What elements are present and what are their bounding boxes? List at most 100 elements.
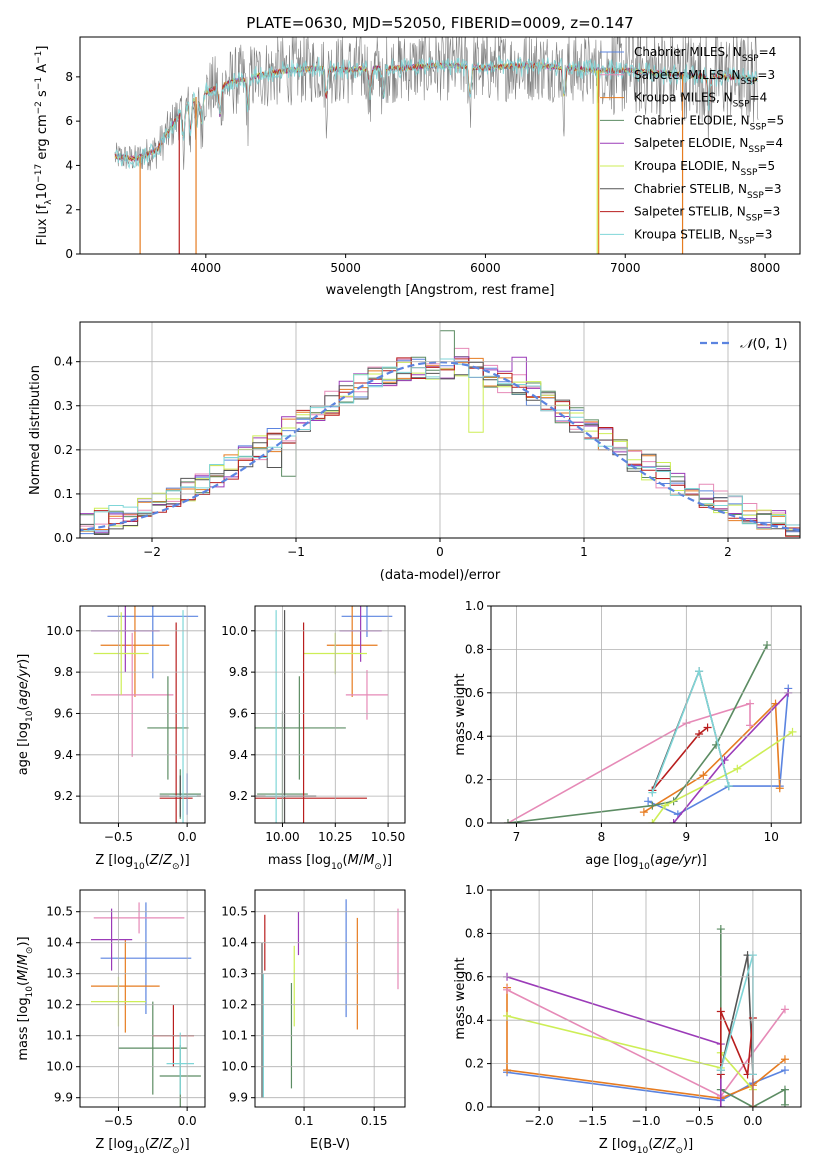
legend-entry: Kroupa ELODIE, NSSP=5 <box>634 159 775 178</box>
y-tick-label: 6 <box>65 114 73 128</box>
legend: Chabrier MILES, NSSP=4 Salpeter MILES, NS… <box>600 45 784 246</box>
marker <box>716 925 725 934</box>
panel-1-plot-area <box>114 37 759 254</box>
x-tick-label: −2 <box>143 545 161 559</box>
y-tick-label: 10.1 <box>221 1029 248 1043</box>
x-tick-label: 1 <box>580 545 588 559</box>
y-axis-label: age [log10(age/yr)] <box>16 654 35 776</box>
marker <box>780 1100 789 1107</box>
mass-weight-series <box>651 668 730 791</box>
mass-weight-series <box>507 702 751 823</box>
y-tick-label: 9.9 <box>54 1091 73 1105</box>
y-tick-label: 0.2 <box>465 773 484 787</box>
marker <box>775 784 784 793</box>
axes-frame <box>79 605 206 824</box>
x-tick-label: 0.15 <box>361 1114 388 1128</box>
marker <box>695 730 704 739</box>
y-tick-label: 9.8 <box>229 665 248 679</box>
marker <box>763 641 772 650</box>
mass-weight-series <box>643 701 781 813</box>
marker <box>503 1066 512 1075</box>
legend-entry: Kroupa MILES, NSSP=4 <box>634 91 767 110</box>
axes-frame <box>79 36 801 255</box>
y-tick-label: 0.2 <box>54 443 73 457</box>
marker <box>716 1103 725 1107</box>
y-tick-label: 9.4 <box>229 748 248 762</box>
y-tick-label: 0.6 <box>465 686 484 700</box>
y-tick-label: 9.2 <box>229 789 248 803</box>
y-tick-label: 0.0 <box>54 531 73 545</box>
y-tick-label: 9.4 <box>54 748 73 762</box>
y-tick-label: 0.3 <box>54 399 73 413</box>
legend-entry: 𝒩(0, 1) <box>740 337 787 352</box>
y-tick-label: 10.1 <box>46 1029 73 1043</box>
y-tick-label: 0.4 <box>465 729 484 743</box>
marker <box>733 764 742 773</box>
x-tick-label: 10.25 <box>318 830 352 844</box>
y-tick-label: 10.2 <box>221 998 248 1012</box>
marker <box>648 801 657 810</box>
y-tick-label: 8 <box>65 70 73 84</box>
marker <box>699 771 708 780</box>
x-axis-label: age [log10(age/yr)] <box>585 853 707 872</box>
legend-entry: Chabrier STELIB, NSSP=3 <box>634 182 782 201</box>
marker <box>503 1011 512 1020</box>
x-tick-label: −1.0 <box>631 1114 660 1128</box>
x-tick-label: 6000 <box>470 261 501 275</box>
y-tick-label: 0 <box>65 247 73 261</box>
y-tick-label: 0.4 <box>465 1013 484 1027</box>
y-tick-label: 9.6 <box>229 706 248 720</box>
y-tick-label: 9.9 <box>229 1091 248 1105</box>
legend-entry: Kroupa STELIB, NSSP=3 <box>634 227 772 246</box>
y-tick-label: 10.3 <box>221 967 248 981</box>
marker <box>716 1066 725 1075</box>
y-axis-label: Flux [fλ10−17 erg cm−2 s−1 A−1] <box>34 46 54 246</box>
model-spectrum <box>114 55 758 170</box>
x-axis-label: (data-model)/error <box>380 568 501 583</box>
y-tick-label: 10.0 <box>221 624 248 638</box>
x-tick-label: 0.1 <box>295 1114 314 1128</box>
y-tick-label: 0.8 <box>465 926 484 940</box>
x-tick-label: −0.5 <box>104 1114 133 1128</box>
panel-5-plot-area <box>503 641 797 823</box>
y-tick-label: 9.2 <box>54 789 73 803</box>
legend-entry: Chabrier ELODIE, NSSP=5 <box>634 113 784 132</box>
mass-weight-series <box>651 668 730 793</box>
x-axis-label: mass [log10(M/M⊙)] <box>268 853 392 872</box>
x-axis-label: Z [log10(Z/Z⊙)] <box>599 1137 693 1156</box>
x-tick-label: 8000 <box>750 261 781 275</box>
x-tick-label: 7 <box>513 830 521 844</box>
marker <box>661 801 670 810</box>
mass-weight-series <box>720 954 754 1075</box>
legend-entry: Salpeter STELIB, NSSP=3 <box>634 205 780 224</box>
x-tick-label: 0 <box>436 545 444 559</box>
x-tick-label: −0.5 <box>685 1114 714 1128</box>
y-axis-label: mass weight <box>453 673 468 755</box>
axes-frame <box>490 605 802 824</box>
x-tick-label: 0.0 <box>743 1114 762 1128</box>
marker <box>780 1066 789 1075</box>
marker <box>503 985 512 994</box>
y-tick-label: 2 <box>65 203 73 217</box>
y-axis-label: mass weight <box>453 957 468 1039</box>
marker <box>503 819 512 823</box>
axes-frame <box>254 605 406 824</box>
gaussian-curve <box>80 360 800 532</box>
y-tick-label: 10.5 <box>221 905 248 919</box>
marker <box>780 1055 789 1064</box>
x-tick-label: 10.50 <box>371 830 405 844</box>
legend-entry: Chabrier MILES, NSSP=4 <box>634 45 776 64</box>
x-tick-label: 8 <box>598 830 606 844</box>
x-tick-label: 10 <box>764 830 779 844</box>
y-tick-label: 10.3 <box>46 967 73 981</box>
marker <box>669 819 678 823</box>
panel-3: −0.5 0.0 9.2 9.4 9.6 9.8 10.0 Z [log10(Z/Z⊙)] ag… <box>16 605 206 872</box>
y-tick-label: 10.0 <box>46 624 73 638</box>
x-tick-label: −2.0 <box>525 1114 554 1128</box>
marker <box>703 723 712 732</box>
y-tick-label: 1.0 <box>465 883 484 897</box>
y-tick-label: 0.1 <box>54 487 73 501</box>
marker <box>780 1005 789 1014</box>
marker <box>716 1007 725 1016</box>
